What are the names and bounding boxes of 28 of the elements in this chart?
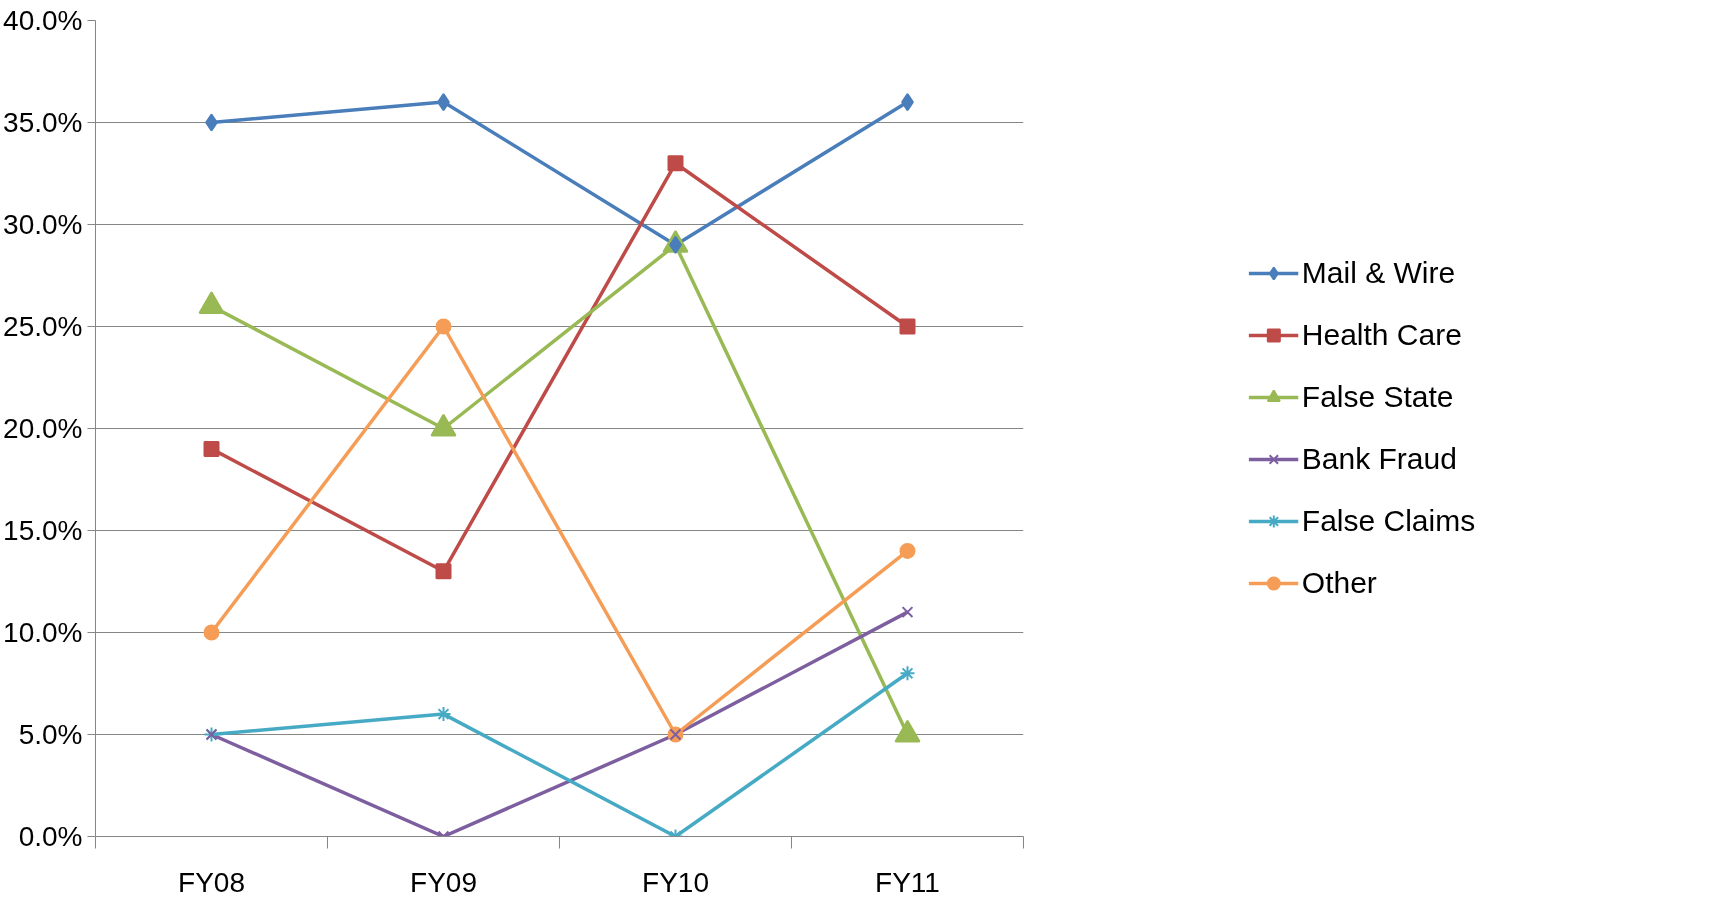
- point: [667, 155, 684, 172]
- legend-label: False State: [1301, 380, 1454, 414]
- point: [435, 563, 452, 580]
- point: [203, 624, 220, 641]
- legend-label: False Claims: [1301, 504, 1476, 538]
- x-tick-label: FY10: [642, 866, 709, 898]
- x-tick-label: FY08: [178, 866, 245, 898]
- y-tick-label: 35.0%: [3, 107, 83, 138]
- legend-label: Bank Fraud: [1301, 442, 1457, 476]
- y-tick-label: 20.0%: [3, 413, 83, 444]
- y-tick-label: 15.0%: [3, 515, 83, 546]
- legend-label: Mail & Wire: [1301, 256, 1456, 290]
- y-tick-label: 30.0%: [3, 209, 83, 240]
- point: [203, 440, 220, 457]
- point: [435, 318, 452, 335]
- point: [901, 606, 914, 619]
- x-tick-label: FY11: [875, 866, 940, 898]
- legend-label: Health Care: [1301, 318, 1462, 352]
- y-tick-label: 25.0%: [3, 311, 83, 342]
- y-tick-label: 10.0%: [3, 617, 83, 648]
- point: [899, 318, 916, 335]
- point: [899, 665, 916, 682]
- y-tick-label: 5.0%: [18, 719, 83, 750]
- legend-label: Other: [1301, 566, 1377, 600]
- x-tick-label: FY09: [410, 866, 477, 898]
- y-tick-label: 0.0%: [18, 821, 83, 852]
- point: [899, 542, 916, 559]
- y-tick-label: 40.0%: [3, 5, 83, 36]
